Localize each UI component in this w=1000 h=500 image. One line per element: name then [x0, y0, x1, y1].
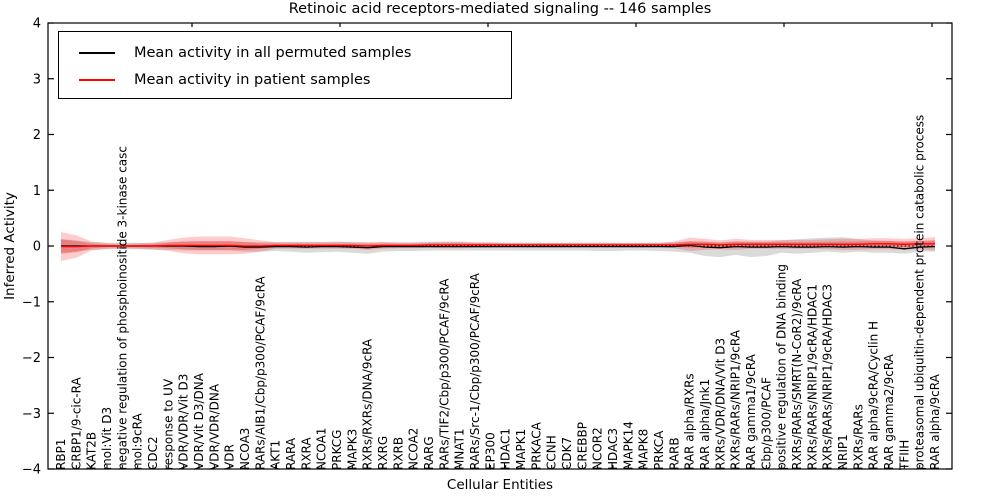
- x-category-label: RARA: [284, 437, 298, 470]
- x-category-label: VDR: [223, 444, 237, 470]
- x-category-label: PRKCG: [330, 430, 344, 470]
- x-category-label: NCOA1: [315, 428, 329, 470]
- x-category-label: HDAC3: [606, 428, 620, 470]
- y-axis-label: Inferred Activity: [2, 192, 18, 300]
- x-axis-label: Cellular Entities: [446, 477, 554, 493]
- x-category-label: RXRs/RARs: [851, 404, 865, 470]
- x-category-label: CRBP1/9-cic-RA: [69, 376, 83, 470]
- x-category-label: NCOR2: [591, 427, 605, 470]
- x-category-label: RARB: [667, 437, 681, 470]
- legend-entry-patient: Mean activity in patient samples: [59, 66, 511, 93]
- x-category-label: CDC2: [146, 436, 160, 470]
- chart-title: Retinoic acid receptors-mediated signali…: [288, 1, 712, 17]
- y-tick-label: −4: [22, 463, 41, 478]
- x-category-label: MAPK8: [637, 429, 651, 470]
- x-category-label: mol:9cRA: [131, 413, 145, 470]
- x-category-label: RXRB: [391, 437, 405, 470]
- x-category-label: RXRs/RXRs/DNA/9cRA: [361, 338, 375, 470]
- y-tick-label: 4: [33, 17, 41, 32]
- x-category-label: RARs/AIB1/Cbp/p300/PCAF/9cRA: [253, 276, 267, 470]
- x-category-label: KAT2B: [85, 432, 99, 470]
- x-category-label: CREBBP: [575, 422, 589, 470]
- x-category-label: TFIIH: [897, 440, 911, 471]
- x-category-label: AKT1: [269, 440, 283, 470]
- x-category-label: RAR gamma1/9cRA: [744, 353, 758, 470]
- x-category-label: RXRs/RARs/SMRT(N-CoR2)/9cRA: [790, 278, 804, 470]
- x-category-label: positive regulation of DNA binding: [775, 264, 789, 470]
- x-category-label: RXRA: [299, 437, 313, 470]
- series-line-patient: [61, 243, 935, 248]
- x-category-label: Cbp/p300/PCAF: [759, 377, 773, 470]
- x-category-label: proteasomal ubiquitin-dependent protein …: [913, 115, 927, 470]
- x-category-label: NRIP1: [836, 434, 850, 470]
- x-category-label: MNAT1: [453, 428, 467, 470]
- x-category-label: RXRs/RARs/NRIP1/9cRA: [729, 329, 743, 470]
- x-category-label: RAR gamma2/9cRA: [882, 353, 896, 470]
- x-category-label: RAR alpha/RXRs: [683, 373, 697, 470]
- y-tick-label: 0: [33, 240, 41, 255]
- legend-label: Mean activity in patient samples: [134, 71, 371, 88]
- x-category-label: CCNH: [545, 435, 559, 470]
- x-category-label: RXRG: [376, 436, 390, 470]
- x-category-label: RARs/TIF2/Cbp/p300/PCAF/9cRA: [437, 278, 451, 470]
- x-category-label: negative regulation of phosphoinositide …: [115, 146, 129, 470]
- x-category-label: RBP1: [54, 439, 68, 470]
- x-category-label: RXRs/VDR/DNA/Vit D3: [713, 338, 727, 470]
- legend-entry-permuted: Mean activity in all permuted samples: [59, 39, 511, 66]
- x-category-label: EP300: [483, 432, 497, 470]
- legend-label: Mean activity in all permuted samples: [134, 44, 412, 61]
- y-tick-label: −1: [22, 295, 41, 310]
- y-tick-label: −3: [22, 407, 41, 422]
- x-category-label: response to UV: [161, 378, 175, 470]
- x-category-label: RARG: [422, 436, 436, 470]
- x-category-label: RXRs/RARs/NRIP1/9cRA/HDAC3: [821, 284, 835, 470]
- x-category-label: PRKCA: [652, 430, 666, 470]
- x-category-label: RAR alpha/9cRA/Cyclin H: [867, 321, 881, 470]
- patient-mean-plus-minus-1-std-band: [61, 239, 935, 254]
- x-category-label: VDR/VDR/DNA: [207, 383, 221, 470]
- patient-line-swatch: [79, 78, 115, 81]
- x-category-label: mol:Vit D3: [100, 407, 114, 470]
- legend: Mean activity in all permuted samples Me…: [58, 31, 512, 99]
- x-category-label: VDR/Vit D3/DNA: [192, 372, 206, 470]
- y-tick-label: 2: [33, 128, 41, 143]
- x-category-label: RAR alpha/Jnk1: [698, 379, 712, 470]
- x-category-label: RARs/Src-1/Cbp/p300/PCAF/9cRA: [468, 272, 482, 470]
- permuted-line-swatch: [79, 51, 115, 54]
- x-category-label: NCOA2: [407, 428, 421, 470]
- x-category-label: HDAC1: [499, 428, 513, 470]
- x-category-label: MAPK1: [514, 429, 528, 470]
- x-category-label: RAR alpha/9cRA: [928, 373, 942, 470]
- x-category-label: RXRs/RARs/NRIP1/9cRA/HDAC1: [805, 284, 819, 470]
- series-line-permuted: [61, 244, 936, 250]
- x-category-label: MAPK3: [345, 429, 359, 470]
- y-tick-label: 3: [33, 72, 41, 87]
- y-tick-label: −2: [22, 351, 41, 366]
- x-category-label: MAPK14: [621, 421, 635, 470]
- x-category-label: CDK7: [560, 437, 574, 470]
- x-category-label: VDR/VDR/Vit D3: [177, 374, 191, 470]
- y-tick-label: 1: [33, 184, 41, 199]
- x-category-label: PRKACA: [529, 421, 543, 470]
- x-category-label: NCOA3: [238, 428, 252, 470]
